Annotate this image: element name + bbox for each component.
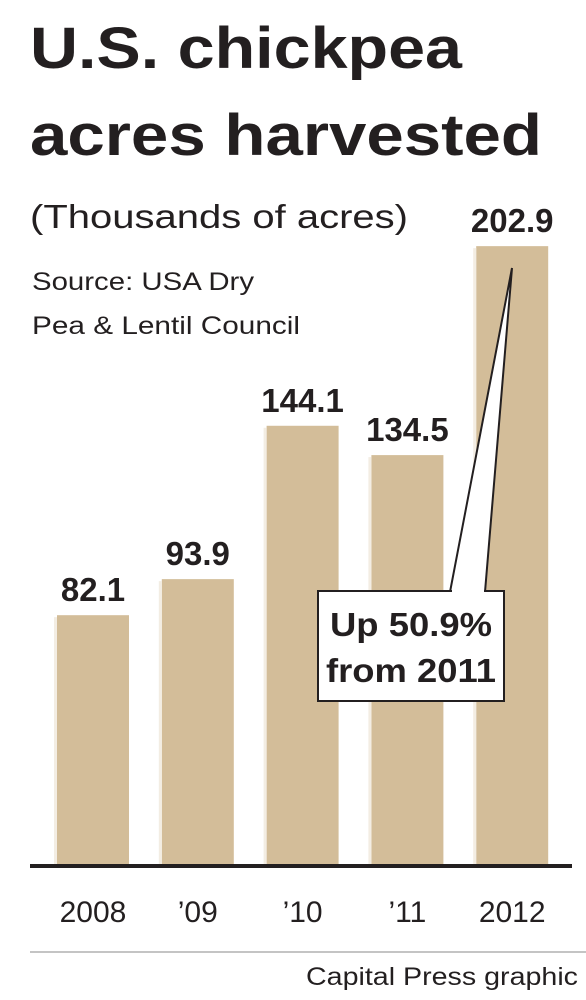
value-label: 93.9	[166, 535, 230, 572]
source: Pea & Lentil Council	[32, 312, 300, 340]
bar-highlight	[54, 617, 57, 866]
annotation-text: Up 50.9%	[330, 606, 492, 643]
annotation-text: from 2011	[326, 652, 496, 689]
bar-highlight	[263, 427, 267, 866]
annotation: Up 50.9% from 2011	[317, 267, 513, 702]
x-tick-label: ’10	[283, 896, 323, 929]
x-tick-label: 2012	[479, 896, 546, 929]
chart-title: U.S. chickpea	[30, 16, 463, 81]
x-tick-label: 2008	[60, 896, 127, 929]
bar	[57, 615, 129, 866]
value-label: 82.1	[61, 571, 125, 608]
subtitle: (Thousands of acres)	[30, 198, 408, 235]
x-tick-label: ’11	[388, 896, 426, 929]
value-label: 144.1	[261, 382, 344, 419]
value-label: 134.5	[366, 411, 449, 448]
credit: Capital Press graphic	[306, 963, 578, 991]
callout-box	[317, 590, 505, 702]
bar	[161, 579, 234, 866]
bar-highlight	[158, 581, 162, 866]
chart-title: acres harvested	[30, 103, 542, 168]
source: Source: USA Dry	[32, 268, 255, 296]
callout-join	[452, 589, 484, 595]
value-label: 202.9	[471, 202, 554, 239]
x-tick-label: ’09	[178, 896, 218, 929]
